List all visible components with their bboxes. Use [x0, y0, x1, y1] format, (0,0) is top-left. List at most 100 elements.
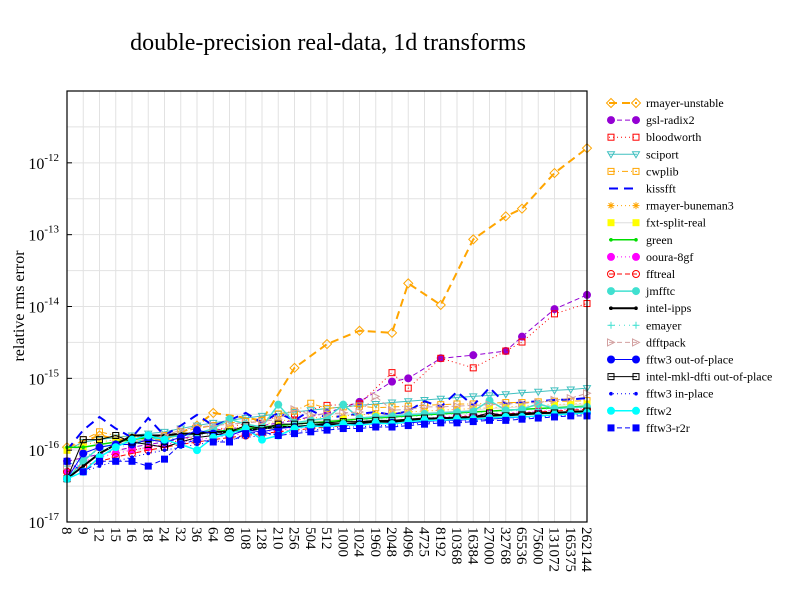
- data-point: [435, 299, 446, 311]
- legend-item: intel-mkl-dfti out-of-place: [607, 370, 772, 384]
- data-point: [79, 449, 88, 458]
- data-point: [323, 409, 332, 419]
- legend-marker: [607, 219, 615, 227]
- data-point: [339, 408, 348, 418]
- legend-marker: [607, 373, 615, 381]
- data-point: [321, 338, 333, 350]
- legend-marker: [607, 287, 615, 296]
- data-point: [193, 436, 201, 444]
- data-point: [160, 435, 169, 444]
- legend-item: fftw3 in-place: [609, 387, 713, 401]
- data-point: [501, 399, 511, 409]
- x-tick-label: 65536: [513, 527, 529, 565]
- data-point: [421, 420, 428, 428]
- data-point: [388, 423, 396, 431]
- data-point: [549, 167, 560, 179]
- grid: [66, 90, 588, 523]
- data-point: [518, 406, 526, 414]
- data-point: [404, 422, 412, 430]
- data-point: [195, 442, 199, 447]
- legend-marker: [632, 219, 640, 227]
- x-tick-label: 8: [58, 527, 74, 535]
- legend-marker: [607, 424, 615, 432]
- data-point: [468, 393, 478, 401]
- x-tick-label: 18: [139, 527, 155, 542]
- legend-label: bloodworth: [646, 130, 701, 144]
- data-point: [258, 428, 266, 436]
- legend-label: fftw2: [646, 404, 672, 418]
- data-point: [469, 351, 478, 360]
- data-point: [518, 398, 527, 408]
- data-point: [534, 414, 542, 422]
- x-tick-label: 27000: [481, 527, 497, 565]
- data-point: [176, 433, 185, 442]
- legend-marker: [632, 270, 640, 278]
- legend-marker: [606, 151, 616, 159]
- legend-item: fxt-split-real: [607, 216, 707, 230]
- legend-marker: [605, 97, 617, 109]
- x-tick-label: 15: [107, 527, 123, 542]
- y-tick-label: 10-13: [28, 224, 59, 245]
- data-point: [517, 389, 527, 398]
- legend-marker: [632, 406, 640, 415]
- x-tick-label: 256: [286, 527, 302, 550]
- legend-marker: [634, 238, 638, 242]
- legend-label: rmayer-buneman3: [646, 199, 734, 213]
- legend-label: cwplib: [646, 164, 679, 178]
- legend-item: rmayer-buneman3: [607, 199, 734, 213]
- data-point: [258, 435, 266, 444]
- data-point: [323, 405, 331, 413]
- data-point: [388, 377, 396, 386]
- legend-item: dfftpack: [607, 335, 686, 349]
- legend-marker: [631, 151, 641, 159]
- data-point: [144, 462, 152, 470]
- legend-item: green: [609, 233, 673, 247]
- data-point: [356, 425, 363, 433]
- data-point: [144, 440, 152, 448]
- data-point: [404, 384, 412, 392]
- legend-marker: [632, 321, 640, 329]
- legend-label: gsl-radix2: [646, 113, 695, 127]
- legend-label: intel-ipps: [646, 301, 692, 315]
- data-point: [551, 310, 558, 318]
- x-tick-label: 1960: [367, 527, 383, 557]
- data-point: [144, 431, 153, 440]
- legend-label: rmayer-unstable: [646, 96, 724, 110]
- data-point: [469, 364, 477, 372]
- data-point: [306, 410, 316, 420]
- x-tick-label: 16384: [464, 527, 480, 565]
- data-point: [162, 448, 167, 452]
- x-tick-label: 80: [221, 527, 237, 542]
- data-point: [274, 420, 282, 428]
- legend-label: jmfftc: [645, 284, 675, 298]
- legend-marker: [632, 373, 640, 381]
- x-tick-label: 2048: [383, 527, 399, 557]
- legend-marker: [632, 287, 640, 296]
- legend-item: cwplib: [607, 164, 679, 178]
- legend-label: emayer: [646, 318, 681, 332]
- data-point: [79, 468, 87, 476]
- data-point: [97, 464, 102, 468]
- data-point: [354, 325, 365, 336]
- y-tick-label: 10-12: [28, 152, 59, 173]
- x-tick-label: 108: [237, 527, 253, 550]
- data-point: [403, 278, 414, 289]
- data-point: [79, 436, 87, 444]
- legend-marker: [607, 133, 615, 141]
- data-point: [550, 395, 560, 405]
- data-point: [387, 399, 397, 408]
- data-point: [242, 430, 250, 438]
- data-point: [551, 413, 558, 421]
- x-tick-label: 1024: [351, 527, 367, 558]
- data-point: [518, 338, 526, 346]
- data-point: [95, 443, 104, 452]
- x-tick-label: 32: [172, 527, 188, 542]
- data-point: [96, 436, 103, 444]
- data-point: [500, 211, 511, 222]
- data-point: [516, 203, 528, 214]
- data-point: [81, 464, 86, 468]
- data-point: [533, 388, 543, 397]
- data-point: [355, 397, 364, 406]
- legend: rmayer-unstable gsl-radix2 bloodworth scipo…: [605, 96, 772, 435]
